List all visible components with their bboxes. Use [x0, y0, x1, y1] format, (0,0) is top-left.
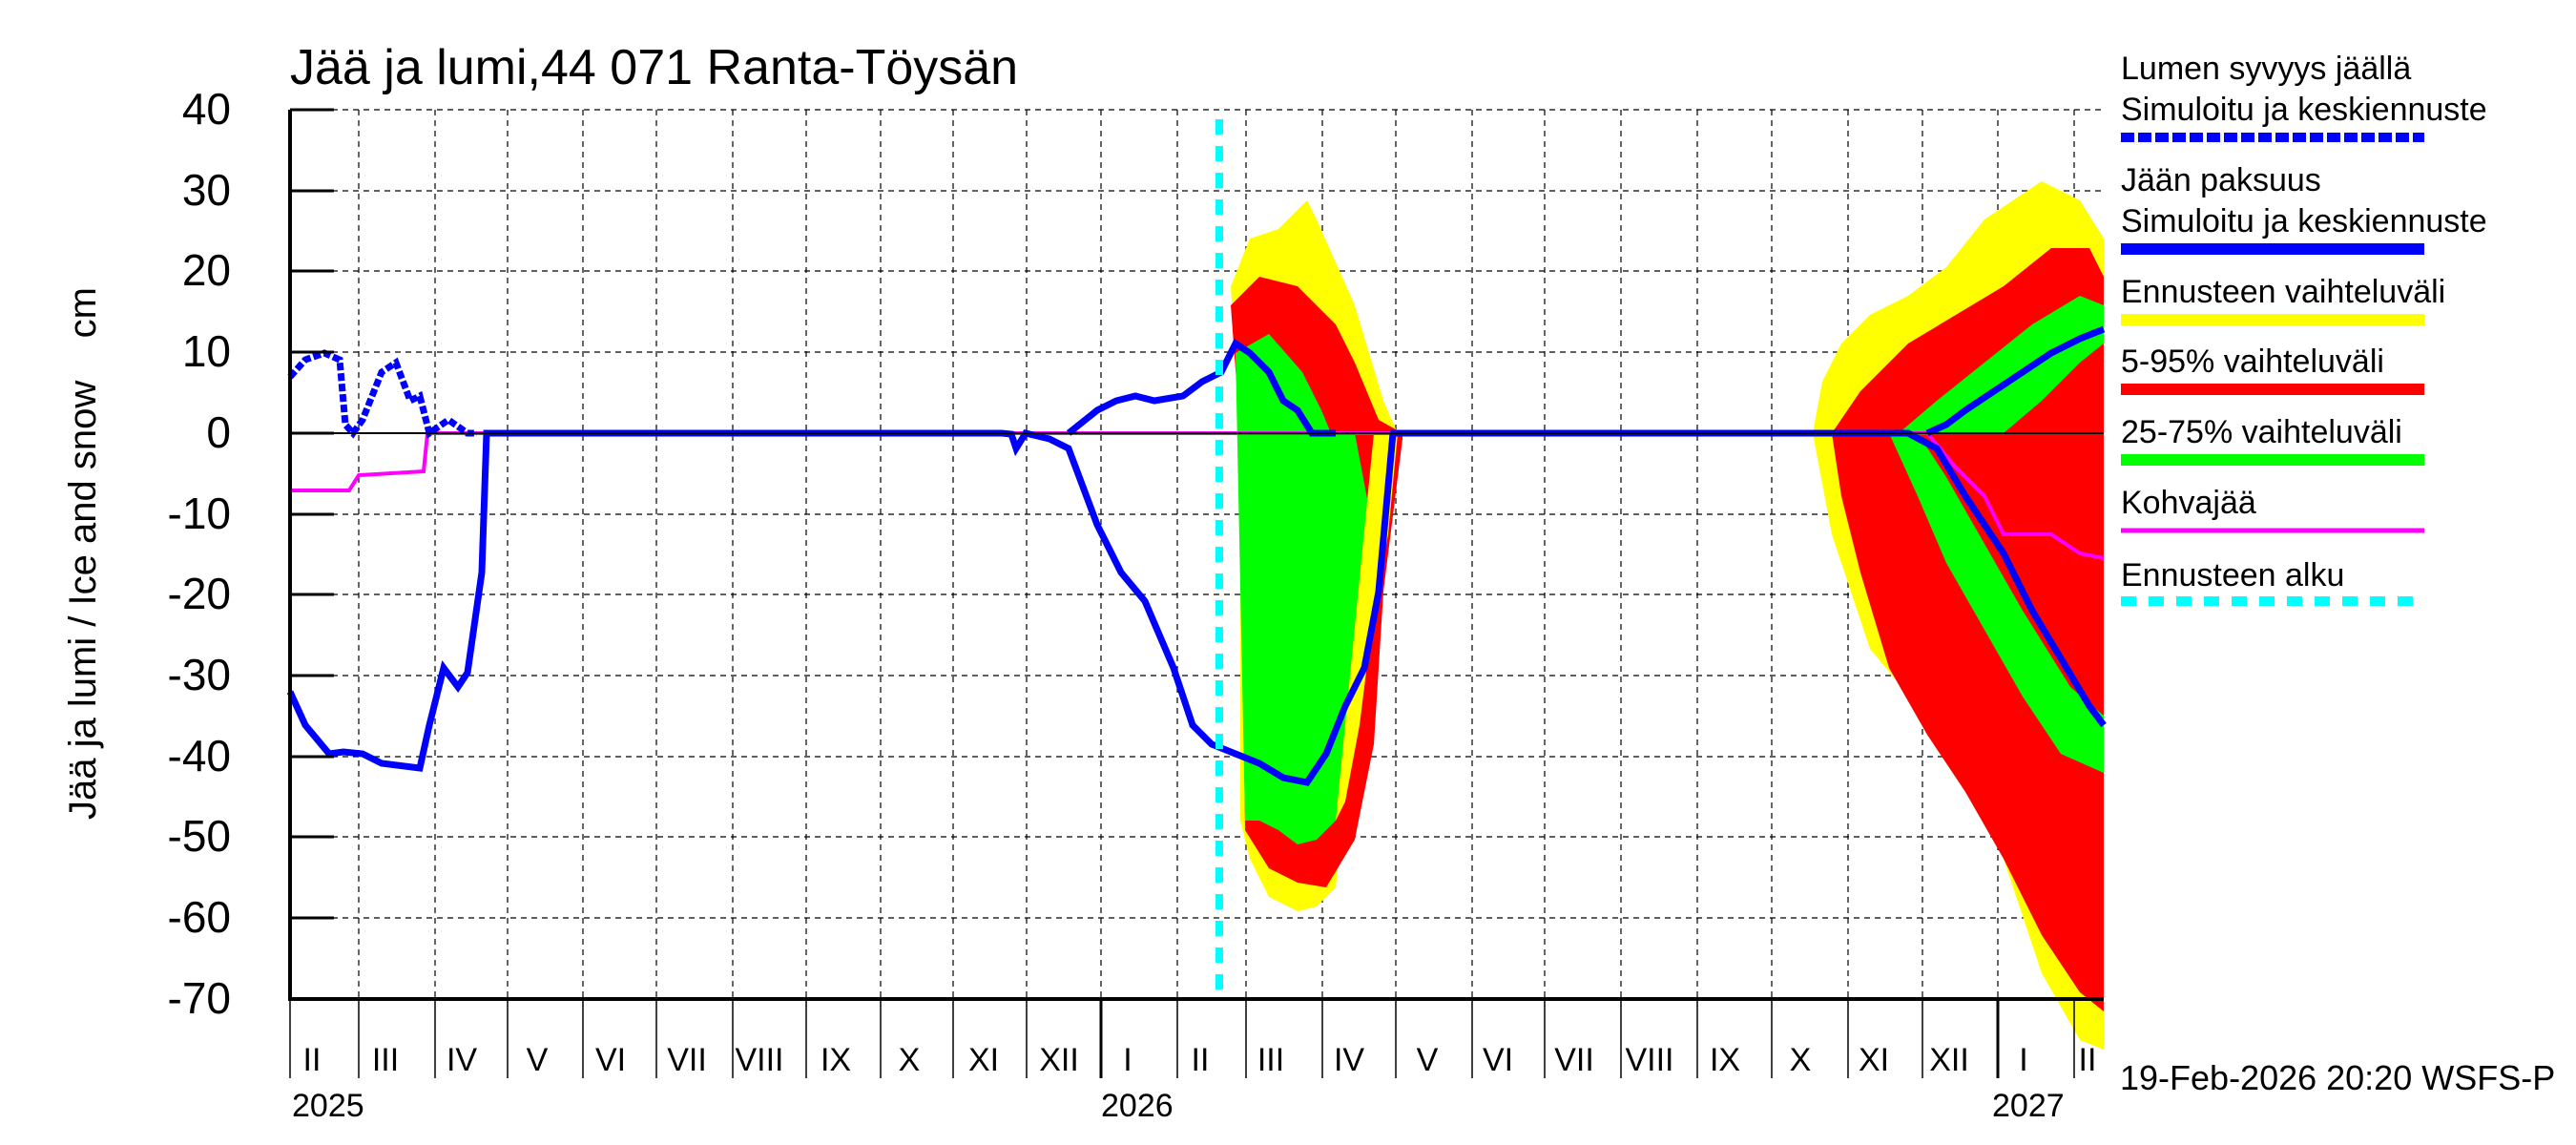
legend-forecast-start-label: Ennusteen alku: [2121, 557, 2344, 593]
svg-text:XII: XII: [1039, 1042, 1079, 1078]
svg-text:VIII: VIII: [735, 1042, 783, 1078]
svg-text:2025: 2025: [292, 1088, 364, 1124]
svg-text:-20: -20: [168, 569, 231, 618]
svg-text:III: III: [1257, 1042, 1284, 1078]
svg-text:V: V: [527, 1042, 549, 1078]
legend-range-label: Ennusteen vaihteluväli: [2121, 274, 2445, 310]
grid: [290, 109, 2104, 999]
footer-timestamp: 19-Feb-2026 20:20 WSFS-P: [2120, 1058, 2555, 1097]
svg-text:V: V: [1417, 1042, 1439, 1078]
svg-text:VI: VI: [595, 1042, 626, 1078]
y-axis-label: Jää ja lumi / Ice and snow cm: [62, 287, 104, 820]
svg-text:2027: 2027: [1992, 1088, 2065, 1124]
svg-text:10: 10: [182, 326, 231, 376]
axes: [288, 110, 2104, 1001]
svg-text:X: X: [1790, 1042, 1812, 1078]
svg-text:XI: XI: [968, 1042, 999, 1078]
legend-snow-subtitle: Simuloitu ja keskiennuste: [2121, 92, 2487, 128]
svg-text:-60: -60: [168, 892, 231, 942]
svg-text:-10: -10: [168, 489, 231, 538]
svg-text:-50: -50: [168, 811, 231, 861]
svg-text:X: X: [899, 1042, 921, 1078]
legend-snow-title: Lumen syvyys jäällä: [2121, 51, 2411, 87]
svg-text:IX: IX: [821, 1042, 851, 1078]
legend-25-75-label: 25-75% vaihteluväli: [2121, 414, 2402, 450]
svg-text:II: II: [2079, 1042, 2097, 1078]
svg-text:XI: XI: [1859, 1042, 1889, 1078]
svg-text:I: I: [1123, 1042, 1132, 1078]
svg-text:-30: -30: [168, 650, 231, 699]
svg-text:VII: VII: [667, 1042, 707, 1078]
svg-text:20: 20: [182, 245, 231, 295]
legend-ice-title: Jään paksuus: [2121, 162, 2321, 198]
svg-text:40: 40: [182, 84, 231, 134]
svg-text:IV: IV: [447, 1042, 477, 1078]
svg-text:30: 30: [182, 165, 231, 215]
legend-ice-subtitle: Simuloitu ja keskiennuste: [2121, 203, 2487, 239]
x-month-labels: II III IV V VI VII VIII IX X XI XII I II…: [303, 1042, 2097, 1078]
svg-text:-40: -40: [168, 731, 231, 781]
forecast-bands-2026: [1231, 200, 1402, 911]
svg-text:2026: 2026: [1101, 1088, 1174, 1124]
svg-text:0: 0: [206, 407, 231, 457]
chart-title: Jää ja lumi,44 071 Ranta-Töysän: [290, 40, 1018, 95]
legend: Lumen syvyys jäällä Simuloitu ja keskien…: [2121, 51, 2487, 606]
svg-text:VII: VII: [1554, 1042, 1594, 1078]
y-ticks: [290, 108, 334, 920]
svg-text:XII: XII: [1929, 1042, 1969, 1078]
svg-text:VI: VI: [1483, 1042, 1513, 1078]
svg-text:IV: IV: [1334, 1042, 1364, 1078]
x-ticks: [289, 999, 2075, 1078]
snow-depth-line: [287, 349, 477, 439]
forecast-bands-2027: [1813, 181, 2104, 1050]
svg-text:I: I: [2019, 1042, 2027, 1078]
y-tick-labels: 40 30 20 10 0 -10 -20 -30 -40 -50 -60 -7…: [168, 84, 231, 1023]
svg-text:IX: IX: [1710, 1042, 1740, 1078]
svg-text:VIII: VIII: [1625, 1042, 1673, 1078]
svg-text:II: II: [1192, 1042, 1210, 1078]
svg-text:II: II: [303, 1042, 322, 1078]
legend-5-95-label: 5-95% vaihteluväli: [2121, 344, 2384, 380]
ice-thickness-line: [286, 429, 2107, 786]
svg-text:-70: -70: [168, 973, 231, 1023]
legend-kohvajaa-label: Kohvajää: [2121, 485, 2256, 521]
x-year-labels: 2025 2026 2027: [292, 1088, 2065, 1124]
svg-text:III: III: [372, 1042, 399, 1078]
snow-depth-line-2027: [1925, 325, 2106, 437]
